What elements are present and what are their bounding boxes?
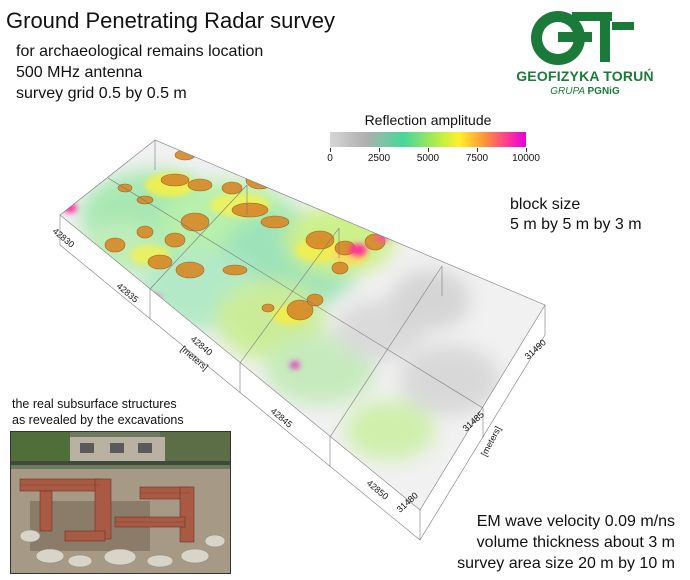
y-axis-unit: [meters] (479, 425, 503, 458)
x-tick-42830: 42830 (51, 226, 77, 250)
block-size-value: 5 m by 5 m by 3 m (510, 216, 642, 233)
photo-caption-line-1: the real subsurface structures (12, 397, 177, 411)
x-tick-42845: 42845 (269, 406, 295, 430)
volume-bounding-box (59, 139, 546, 541)
colorbar-gradient (330, 132, 526, 147)
photo-caption-line-2: as revealed by the excavations (12, 413, 184, 427)
subtitle-antenna: 500 MHz antenna (16, 64, 143, 81)
reflection-volume (60, 140, 545, 510)
colorbar-tick-label: 0 (327, 153, 333, 164)
y-tick-31490: 31490 (523, 337, 548, 361)
colorbar-tick-label: 2500 (367, 153, 391, 164)
colorbar-tick-mark (526, 148, 527, 152)
subtitle-grid: survey grid 0.5 by 0.5 m (16, 85, 187, 102)
em-velocity-text: EM wave velocity 0.09 m/ns (476, 513, 675, 530)
logo-group-prefix: GRUPA (550, 86, 585, 97)
colorbar-tick-label: 7500 (465, 153, 489, 164)
colorbar-tick-mark (428, 148, 429, 152)
volume-thickness-text: volume thickness about 3 m (476, 534, 675, 551)
page-title: Ground Penetrating Radar survey (6, 8, 335, 33)
company-logo (531, 11, 634, 65)
colorbar-tick-mark (477, 148, 478, 152)
subtitle-purpose: for archaeological remains location (16, 43, 264, 60)
colorbar-tick-mark (330, 148, 331, 152)
colorbar-tick-label: 5000 (416, 153, 440, 164)
survey-area-text: survey area size 20 m by 10 m (457, 555, 675, 572)
block-size-label: block size (510, 196, 581, 213)
excavation-photo (10, 431, 231, 574)
logo-company-name: GEOFIZYKA TORUŃ (516, 68, 654, 84)
colorbar-tick-mark (379, 148, 380, 152)
logo-group-name: GRUPA PGNiG (510, 86, 660, 97)
colorbar-title: Reflection amplitude (364, 112, 492, 128)
colorbar-tick-label: 10000 (512, 153, 540, 164)
logo-group-brand: PGNiG (587, 86, 620, 97)
